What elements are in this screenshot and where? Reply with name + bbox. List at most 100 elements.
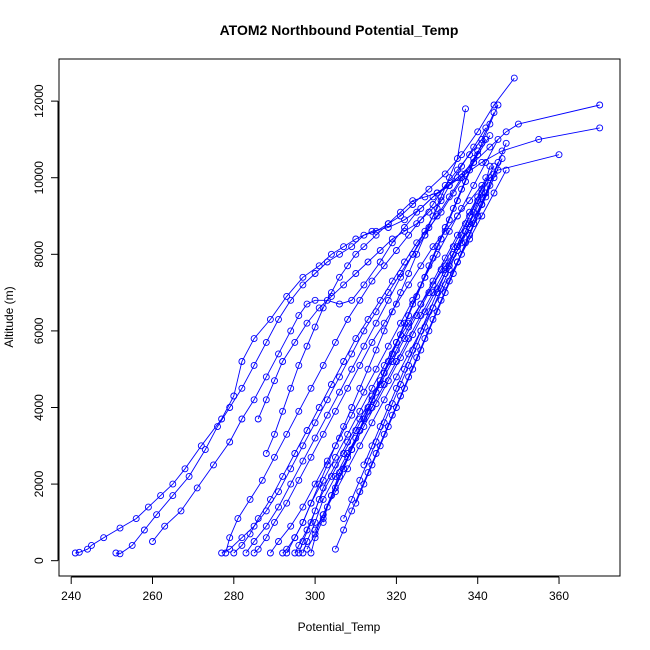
data-point <box>490 162 498 170</box>
data-point <box>226 534 234 542</box>
data-point <box>364 469 372 477</box>
data-point <box>275 488 282 496</box>
data-point <box>417 262 425 270</box>
data-point <box>348 404 356 411</box>
data-point <box>413 342 421 350</box>
data-point <box>71 549 79 557</box>
data-point <box>409 201 417 208</box>
series-line <box>253 154 560 554</box>
data-point <box>368 338 376 346</box>
data-point <box>441 281 449 289</box>
data-point <box>279 549 287 557</box>
data-point <box>437 266 445 274</box>
data-point <box>372 346 380 354</box>
data-point <box>392 373 400 381</box>
data-point <box>336 373 343 381</box>
data-point <box>482 124 490 132</box>
data-point <box>482 135 490 143</box>
data-point <box>344 430 352 438</box>
data-point <box>250 361 258 369</box>
data-point <box>266 315 274 323</box>
data-point <box>376 423 384 431</box>
data-point <box>153 511 161 519</box>
data-point <box>271 518 278 526</box>
x-tick-label: 280 <box>224 589 244 603</box>
data-point <box>380 327 388 335</box>
data-point <box>307 384 315 392</box>
data-point <box>409 365 417 373</box>
data-point <box>445 174 453 182</box>
series-line <box>233 135 491 554</box>
data-point <box>242 549 250 557</box>
data-point <box>417 346 425 354</box>
data-point <box>340 281 348 289</box>
data-point <box>336 250 343 258</box>
data-point <box>478 189 486 197</box>
data-point <box>453 258 461 266</box>
data-point <box>498 155 506 163</box>
data-point <box>482 174 490 182</box>
data-point <box>376 258 384 266</box>
data-point <box>287 384 295 392</box>
data-point <box>262 373 270 381</box>
data-point <box>417 327 425 335</box>
data-point <box>368 384 376 392</box>
data-point <box>482 158 490 166</box>
data-point <box>331 407 339 415</box>
data-point <box>348 507 356 515</box>
data-point <box>279 358 287 365</box>
series-line <box>75 104 600 554</box>
data-point <box>372 365 380 373</box>
data-point <box>401 216 408 224</box>
plot-series-group <box>71 74 604 558</box>
data-point <box>201 446 209 454</box>
data-point <box>157 492 165 500</box>
data-point <box>238 415 246 423</box>
data-point <box>470 143 478 151</box>
data-point <box>397 208 404 216</box>
data-point <box>340 526 348 534</box>
data-point <box>360 461 368 469</box>
series-line <box>152 127 600 542</box>
data-point <box>413 220 421 228</box>
plot-frame <box>58 58 621 577</box>
data-point <box>226 404 234 411</box>
data-point <box>453 212 461 220</box>
series-line <box>221 139 487 554</box>
series-3 <box>149 124 604 545</box>
data-point <box>149 538 156 545</box>
data-point <box>433 243 441 251</box>
data-point <box>401 224 408 231</box>
data-point <box>380 262 388 270</box>
data-point <box>474 128 482 136</box>
series-14 <box>319 101 502 526</box>
data-point <box>291 450 299 457</box>
data-point <box>466 151 474 159</box>
data-point <box>409 250 417 258</box>
data-point <box>275 538 282 545</box>
data-point <box>445 193 453 201</box>
data-point <box>275 350 282 358</box>
data-point <box>356 384 364 392</box>
data-point <box>283 430 291 438</box>
data-point <box>169 492 177 500</box>
data-point <box>112 549 120 557</box>
data-point <box>250 522 258 530</box>
data-point <box>364 404 372 411</box>
data-point <box>315 304 323 312</box>
data-point <box>397 392 404 400</box>
data-point <box>279 407 287 415</box>
data-point <box>340 358 348 365</box>
data-point <box>478 201 486 208</box>
data-point <box>307 453 315 461</box>
chart-title: ATOM2 Northbound Potential_Temp <box>220 22 459 38</box>
data-point <box>401 335 408 343</box>
data-point <box>299 442 307 450</box>
x-tick-label: 360 <box>549 589 569 603</box>
data-point <box>352 250 360 258</box>
data-point <box>433 308 441 316</box>
data-point <box>474 147 482 155</box>
series-line <box>257 200 442 420</box>
data-point <box>372 438 380 446</box>
data-point <box>384 220 392 228</box>
